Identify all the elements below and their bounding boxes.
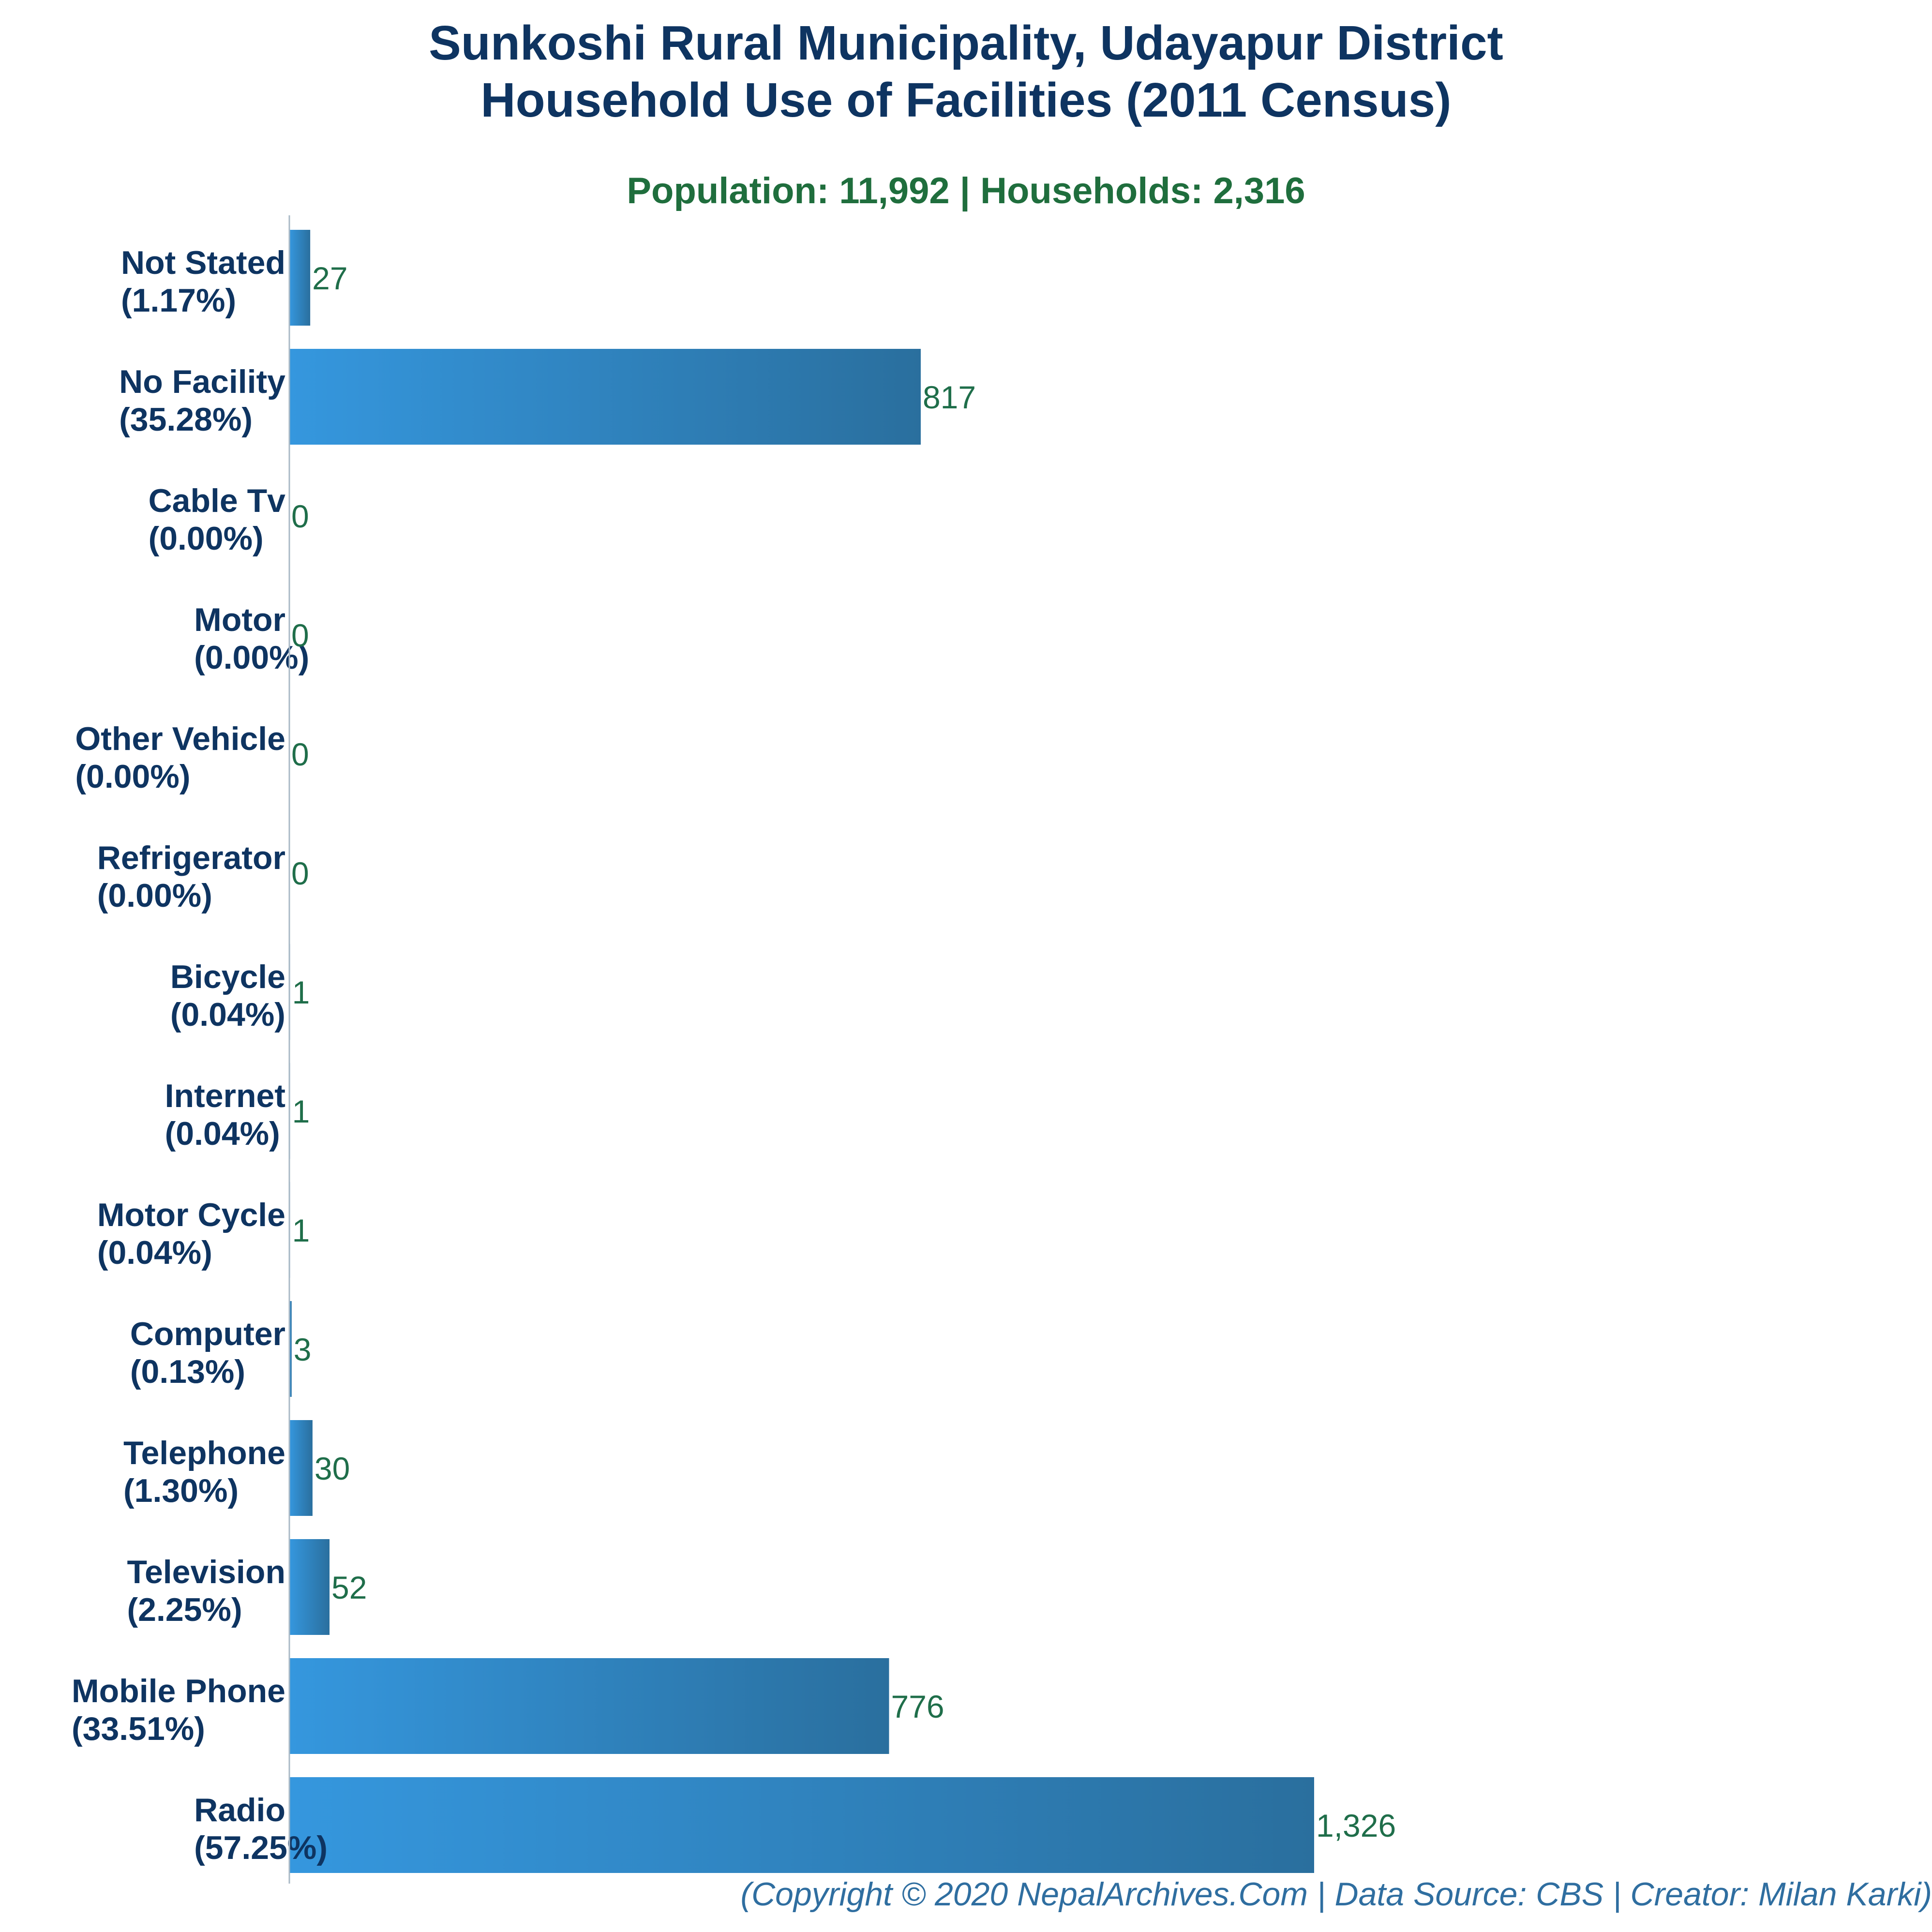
bar-telephone	[289, 1420, 313, 1516]
bar-computer	[289, 1301, 292, 1397]
category-label-internet: Internet(0.04%)	[165, 1078, 285, 1152]
category-percent: (2.25%)	[127, 1591, 242, 1628]
category-labels: Not Stated(1.17%) No Facility(35.28%) Cabl…	[72, 244, 328, 1866]
chart-title: Sunkoshi Rural Municipality, Udayapur Di…	[0, 15, 1932, 129]
category-label-motor-cycle: Motor Cycle(0.04%)	[97, 1197, 285, 1271]
category-percent: (1.30%)	[123, 1472, 239, 1509]
category-percent: (0.04%)	[97, 1234, 212, 1271]
category-name: Motor Cycle	[97, 1197, 285, 1233]
category-name: Other Vehicle	[75, 720, 285, 757]
category-label-not-stated: Not Stated(1.17%)	[121, 244, 285, 319]
category-name: Motor	[194, 601, 285, 638]
value-label: 0	[291, 855, 309, 891]
category-label-computer: Computer(0.13%)	[130, 1316, 285, 1390]
category-percent: (0.13%)	[130, 1353, 245, 1390]
category-percent: (0.00%)	[75, 758, 190, 795]
category-percent: (33.51%)	[72, 1710, 205, 1747]
category-name: Computer	[130, 1316, 285, 1352]
category-label-motor: Motor(0.00%)	[194, 601, 309, 676]
value-label: 30	[315, 1451, 350, 1486]
bar-no-facility	[289, 349, 921, 445]
value-label: 3	[294, 1332, 312, 1367]
value-label: 776	[891, 1689, 944, 1724]
bar-television	[289, 1539, 330, 1635]
chart-title-line-2: Household Use of Facilities (2011 Census…	[480, 73, 1452, 127]
value-label: 1	[292, 1093, 310, 1129]
value-label: 0	[291, 736, 309, 772]
category-name: Radio	[194, 1792, 285, 1828]
bars-layer	[289, 230, 1314, 1873]
bar-radio	[289, 1777, 1314, 1873]
value-label: 0	[291, 498, 309, 534]
category-percent: (35.28%)	[119, 401, 253, 438]
value-label: 817	[923, 379, 976, 415]
category-percent: (0.00%)	[194, 639, 309, 676]
chart-title-line-1: Sunkoshi Rural Municipality, Udayapur Di…	[429, 16, 1503, 70]
category-label-radio: Radio(57.25%)	[194, 1792, 328, 1866]
value-label: 27	[312, 260, 347, 296]
category-label-cable-tv: Cable Tv(0.00%)	[149, 482, 286, 557]
value-label: 1	[292, 1213, 310, 1248]
category-name: Internet	[165, 1078, 285, 1114]
category-percent: (0.00%)	[97, 877, 212, 914]
value-label: 52	[331, 1570, 367, 1605]
category-label-no-facility: No Facility(35.28%)	[119, 363, 285, 438]
footer-credit: (Copyright © 2020 NepalArchives.Com | Da…	[740, 1876, 1932, 1913]
category-label-refrigerator: Refrigerator(0.00%)	[97, 839, 285, 914]
category-name: Bicycle	[170, 959, 285, 995]
bar-mobile-phone	[289, 1658, 889, 1754]
value-labels: 27 817 0 0 0 0 1 1 1 3 30 52 776 1,326	[291, 260, 1396, 1843]
category-name: Mobile Phone	[72, 1673, 285, 1709]
value-label: 1,326	[1316, 1808, 1396, 1843]
bar-not-stated	[289, 230, 311, 326]
category-label-telephone: Telephone(1.30%)	[123, 1435, 285, 1509]
category-percent: (0.04%)	[170, 996, 285, 1033]
category-name: No Facility	[119, 363, 285, 400]
category-label-mobile-phone: Mobile Phone(33.51%)	[72, 1673, 285, 1747]
category-name: Television	[127, 1554, 285, 1590]
category-percent: (0.00%)	[149, 520, 264, 557]
category-name: Cable Tv	[149, 482, 286, 519]
category-name: Not Stated	[121, 244, 285, 281]
category-label-bicycle: Bicycle(0.04%)	[170, 959, 285, 1033]
category-percent: (1.17%)	[121, 282, 236, 319]
value-label: 0	[291, 617, 309, 653]
category-label-television: Television(2.25%)	[127, 1554, 285, 1628]
category-percent: (57.25%)	[194, 1829, 328, 1866]
value-label: 1	[292, 974, 310, 1010]
category-percent: (0.04%)	[165, 1115, 280, 1152]
category-label-other-vehicle: Other Vehicle(0.00%)	[75, 720, 285, 795]
chart-subtitle: Population: 11,992 | Households: 2,316	[627, 170, 1305, 211]
category-name: Telephone	[123, 1435, 285, 1471]
category-name: Refrigerator	[97, 839, 285, 876]
